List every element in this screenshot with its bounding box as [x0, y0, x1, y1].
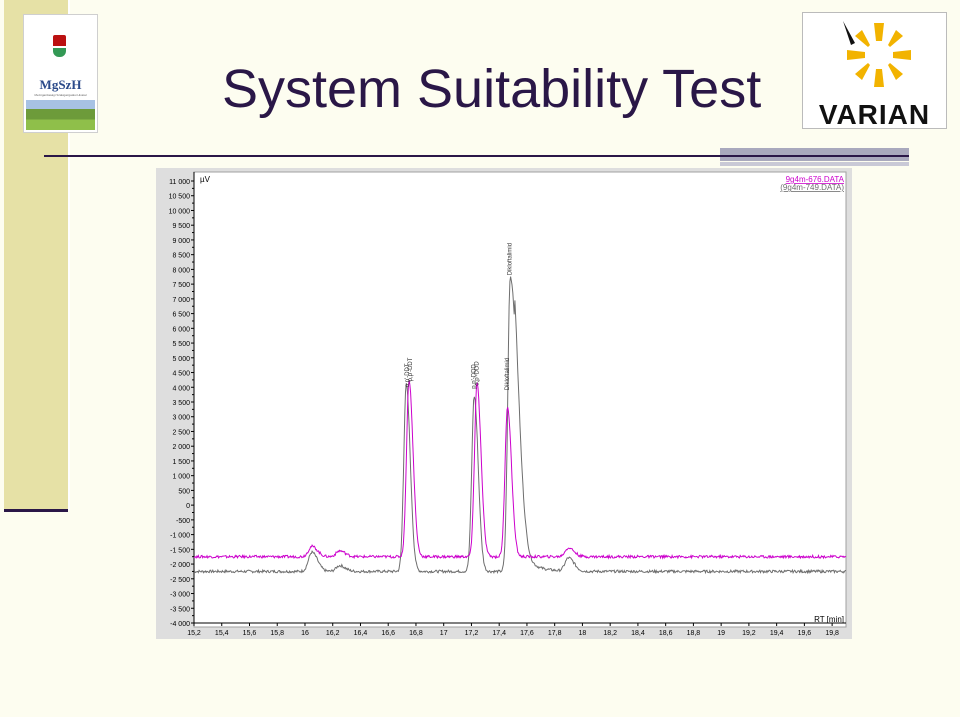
x-tick-label: 18,2	[603, 630, 617, 637]
y-tick-label: -3 000	[170, 592, 190, 599]
y-tick-label: 3 500	[172, 400, 190, 407]
chromatogram-svg: 11 000 10 500 10 000 9 500 9 000 8 500 8 000 7 …	[169, 171, 847, 637]
x-tick-label: 19,4	[770, 630, 784, 637]
peak-label: o,p'-DDD	[474, 361, 480, 386]
mgszh-logo-text: MgSzH	[39, 77, 82, 92]
x-tick-label: 18,8	[687, 630, 701, 637]
x-tick-label: 15,4	[215, 630, 229, 637]
x-tick-label: 15,6	[243, 630, 257, 637]
varian-star-icon	[843, 21, 911, 87]
y-tick-label: 9 000	[172, 238, 190, 245]
y-tick-label: 10 000	[169, 208, 191, 215]
y-tick-label: 3 000	[172, 415, 190, 422]
y-tick-label: 1 500	[172, 459, 190, 466]
header-grey-bar	[720, 148, 909, 161]
x-tick-label: 17,6	[520, 630, 534, 637]
legend-series-1: 9g4m-676.DATA	[786, 175, 845, 184]
x-tick-label: 19,6	[798, 630, 812, 637]
x-tick-label: 16,4	[354, 630, 368, 637]
y-tick-label: -2 000	[170, 562, 190, 569]
chromatogram-chart: 11 000 10 500 10 000 9 500 9 000 8 500 8 000 7 …	[156, 168, 852, 639]
peak-label: p,p'-DDT	[408, 357, 414, 381]
y-tick-label: 6 500	[172, 312, 190, 319]
y-tick-label: 9 500	[172, 223, 190, 230]
y-tick-label: -3 500	[170, 606, 190, 613]
y-tick-label: 10 500	[169, 194, 191, 201]
y-tick-label: 5 000	[172, 356, 190, 363]
x-tick-label: 19,2	[742, 630, 756, 637]
y-tick-label: 8 000	[172, 267, 190, 274]
varian-logo: VARIAN	[802, 12, 947, 130]
y-tick-label: 8 500	[172, 253, 190, 260]
peak-label: Dikloftalimid	[508, 243, 514, 275]
x-tick-label: 15,8	[270, 630, 284, 637]
x-tick-label: 18,6	[659, 630, 673, 637]
x-tick-label: 15,2	[187, 630, 201, 637]
slide-title: System Suitability Test	[222, 59, 762, 119]
y-axis-label: µV	[200, 175, 211, 184]
x-tick-label: 16,2	[326, 630, 340, 637]
x-tick-label: 16	[301, 630, 309, 637]
y-tick-label: 2 500	[172, 429, 190, 436]
y-tick-label: -500	[176, 518, 190, 525]
y-tick-label: -2 500	[170, 577, 190, 584]
x-tick-label: 17,8	[548, 630, 562, 637]
mgszh-logo-tagline: Mezőgazdasági Szakigazgatási Hivatal	[34, 93, 87, 97]
header-divider-line	[44, 155, 909, 157]
y-tick-label: 11 000	[169, 179, 190, 186]
trace-9g4m749data	[193, 276, 847, 575]
y-tick-label: 500	[178, 488, 190, 495]
legend-series-2: (9g4m-749.DATA)	[780, 183, 844, 192]
hungarian-crest-icon	[53, 35, 66, 57]
mgszh-logo: MgSzH Mezőgazdasági Szakigazgatási Hivat…	[23, 14, 98, 133]
y-tick-label: 1 000	[172, 474, 190, 481]
x-tick-label: 18,4	[631, 630, 645, 637]
x-tick-label: 19	[717, 630, 725, 637]
x-tick-label: 17,2	[465, 630, 479, 637]
landscape-icon	[26, 100, 95, 130]
peak-label: Dikloftalimid	[505, 358, 511, 390]
y-tick-label: 4 500	[172, 371, 190, 378]
x-tick-label: 16,8	[409, 630, 423, 637]
left-sidebar-underline	[4, 509, 68, 512]
y-tick-label: 7 000	[172, 297, 190, 304]
plot-area	[193, 171, 847, 628]
y-tick-label: 6 000	[172, 326, 190, 333]
y-tick-label: -1 000	[170, 533, 190, 540]
y-tick-label: -1 500	[170, 547, 190, 554]
y-tick-label: 2 000	[172, 444, 190, 451]
peak-label: o,p'-DDT	[405, 363, 411, 387]
x-tick-label: 17,4	[492, 630, 506, 637]
x-axis-label: RT [min]	[814, 615, 844, 624]
x-tick-label: 17	[440, 630, 448, 637]
x-tick-label: 19,8	[825, 630, 839, 637]
varian-logo-text: VARIAN	[818, 99, 931, 130]
x-tick-label: 18	[579, 630, 587, 637]
trace-9g4m676data	[193, 379, 847, 560]
y-tick-label: -4 000	[170, 621, 190, 628]
y-tick-label: 7 500	[172, 282, 190, 289]
y-tick-label: 4 000	[172, 385, 190, 392]
y-tick-label: 0	[186, 503, 190, 510]
y-tick-label: 5 500	[172, 341, 190, 348]
header-grey-bar-thin	[720, 162, 909, 166]
x-tick-label: 16,6	[381, 630, 395, 637]
peak-label: p,p'-DDD	[472, 364, 478, 389]
